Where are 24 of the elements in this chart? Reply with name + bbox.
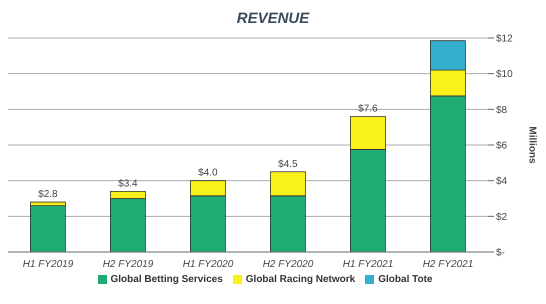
y-tick-label: $10 [496,69,514,80]
y-tick-label: $4 [496,176,508,188]
x-tick-label: H1 FY2020 [182,259,234,270]
y-tick-label: $12 [496,34,514,45]
total-label: $7.6 [358,103,378,114]
y-tick-label: $2 [496,212,508,223]
bar [30,205,66,252]
y-tick-label: $- [496,248,505,259]
x-tick-label: H2 FY2021 [422,259,474,270]
total-label: $3.4 [118,178,138,190]
legend-label: Global Betting Services [110,274,223,285]
total-label: $2.8 [38,189,58,200]
y-axis-title: Millions [526,126,538,164]
y-tick-label: $8 [496,104,508,116]
x-tick-label: H2 FY2019 [102,259,154,270]
chart-title: REVENUE [236,9,310,29]
x-tick-label: H1 FY2019 [22,259,74,270]
x-tick-label: H2 FY2020 [262,259,314,270]
y-tick-label: $6 [496,140,508,152]
total-label: $4.0 [198,168,218,179]
x-tick-label: H1 FY2021 [342,259,394,270]
total-label: $4.5 [278,158,298,170]
legend-label: Global Racing Network [246,274,356,285]
legend-label: Global Tote [378,274,432,285]
